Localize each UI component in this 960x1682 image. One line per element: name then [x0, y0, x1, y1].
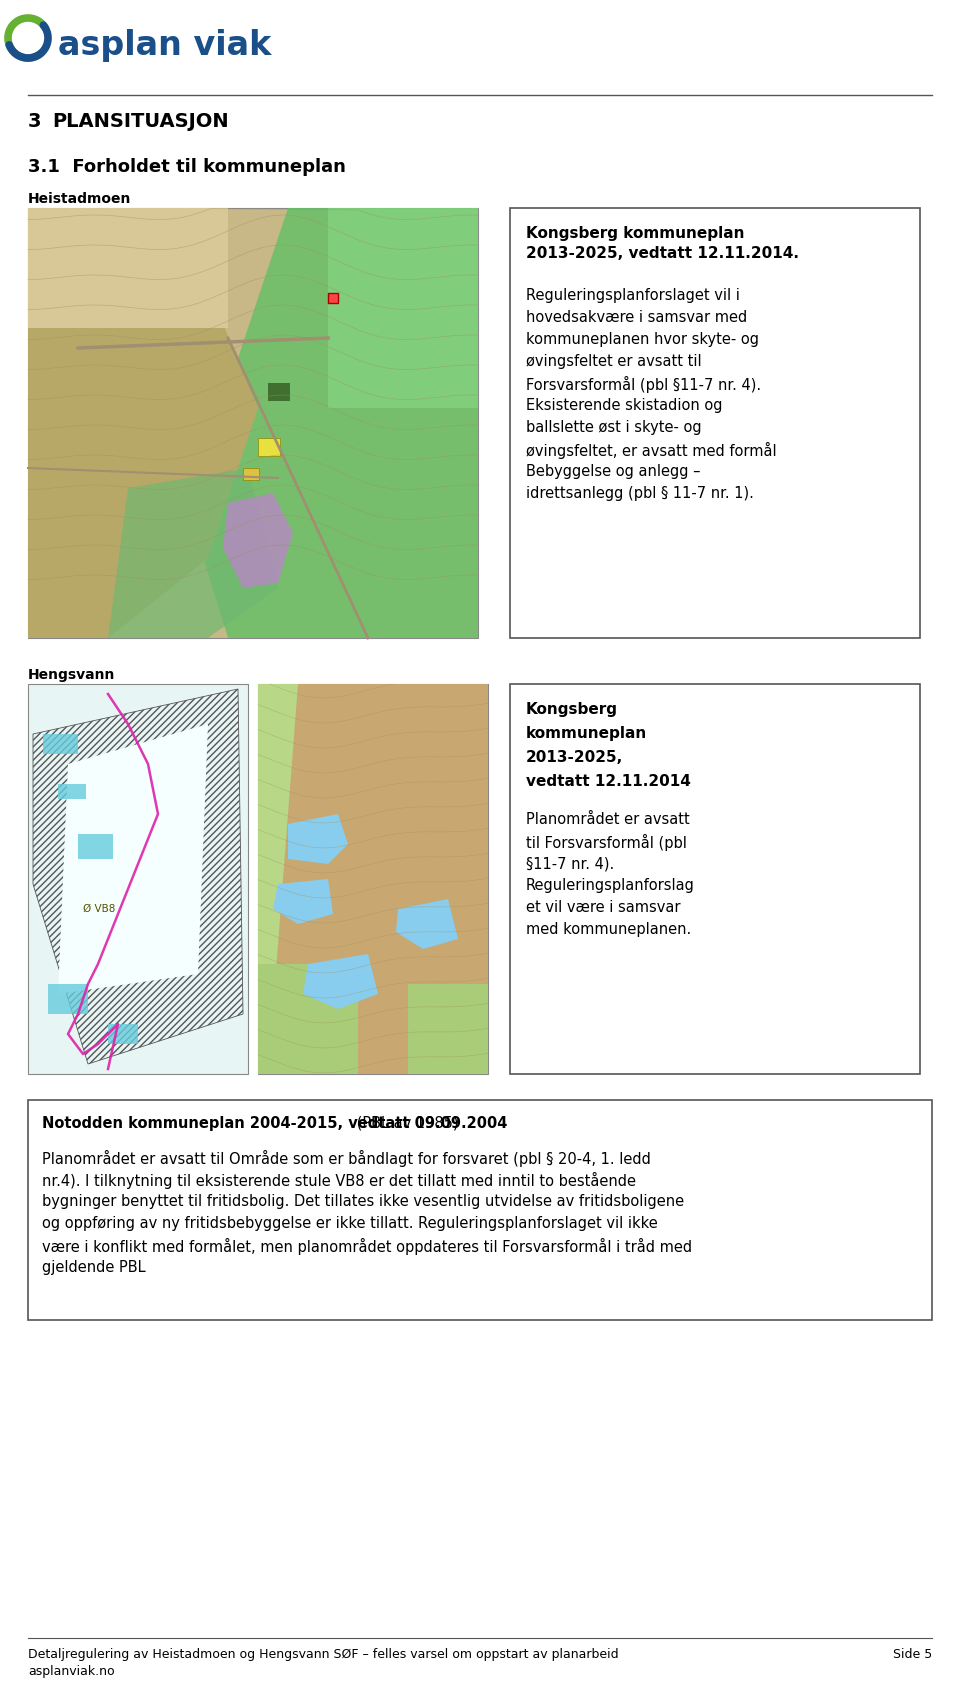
Text: øvingsfeltet, er avsatt med formål: øvingsfeltet, er avsatt med formål: [526, 442, 777, 459]
FancyBboxPatch shape: [328, 209, 478, 409]
Polygon shape: [28, 288, 258, 637]
FancyBboxPatch shape: [28, 1100, 932, 1320]
Text: Bebyggelse og anlegg –: Bebyggelse og anlegg –: [526, 464, 701, 479]
Text: Forsvarsformål (pbl §11-7 nr. 4).: Forsvarsformål (pbl §11-7 nr. 4).: [526, 377, 761, 394]
Text: Planområdet er avsatt til Område som er båndlagt for forsvaret (pbl § 20-4, 1. l: Planområdet er avsatt til Område som er …: [42, 1150, 651, 1167]
Text: med kommuneplanen.: med kommuneplanen.: [526, 922, 691, 937]
FancyBboxPatch shape: [258, 685, 488, 1075]
FancyBboxPatch shape: [58, 784, 86, 799]
Text: Side 5: Side 5: [893, 1648, 932, 1662]
Text: være i konflikt med formålet, men planområdet oppdateres til Forsvarsformål i tr: være i konflikt med formålet, men planom…: [42, 1238, 692, 1255]
Text: og oppføring av ny fritidsbebyggelse er ikke tillatt. Reguleringsplanforslaget v: og oppføring av ny fritidsbebyggelse er …: [42, 1216, 658, 1231]
Text: Kongsberg kommuneplan: Kongsberg kommuneplan: [526, 225, 745, 241]
Text: (PBL av 1985): (PBL av 1985): [352, 1115, 459, 1130]
Text: Kongsberg: Kongsberg: [526, 701, 618, 717]
FancyBboxPatch shape: [28, 209, 228, 328]
Text: Detaljregulering av Heistadmoen og Hengsvann SØF – felles varsel om oppstart av : Detaljregulering av Heistadmoen og Hengs…: [28, 1648, 618, 1662]
FancyBboxPatch shape: [28, 685, 248, 1075]
FancyBboxPatch shape: [268, 383, 290, 400]
Text: Reguleringsplanforslaget vil i: Reguleringsplanforslaget vil i: [526, 288, 740, 303]
FancyBboxPatch shape: [258, 437, 280, 456]
Polygon shape: [303, 954, 378, 1009]
Polygon shape: [223, 493, 293, 589]
FancyBboxPatch shape: [48, 984, 88, 1014]
FancyBboxPatch shape: [108, 1024, 138, 1045]
FancyBboxPatch shape: [78, 834, 113, 860]
Text: idrettsanlegg (pbl § 11-7 nr. 1).: idrettsanlegg (pbl § 11-7 nr. 1).: [526, 486, 754, 501]
Text: asplan viak: asplan viak: [58, 29, 272, 62]
FancyBboxPatch shape: [28, 209, 478, 637]
Text: Planområdet er avsatt: Planområdet er avsatt: [526, 812, 689, 828]
Text: 3: 3: [28, 113, 41, 131]
Polygon shape: [288, 814, 348, 865]
FancyBboxPatch shape: [243, 468, 259, 479]
Polygon shape: [108, 468, 278, 637]
FancyBboxPatch shape: [510, 209, 920, 637]
Text: 3.1  Forholdet til kommuneplan: 3.1 Forholdet til kommuneplan: [28, 158, 346, 177]
FancyBboxPatch shape: [510, 685, 920, 1075]
Text: 2013-2025, vedtatt 12.11.2014.: 2013-2025, vedtatt 12.11.2014.: [526, 246, 799, 261]
Text: Notodden kommuneplan 2004-2015, vedtatt 09.09.2004: Notodden kommuneplan 2004-2015, vedtatt …: [42, 1115, 508, 1130]
Polygon shape: [188, 209, 478, 637]
FancyBboxPatch shape: [43, 733, 78, 754]
Text: Heistadmoen: Heistadmoen: [28, 192, 132, 205]
Polygon shape: [58, 723, 208, 994]
Text: Hengsvann: Hengsvann: [28, 668, 115, 681]
Polygon shape: [396, 898, 458, 949]
Text: nr.4). I tilknytning til eksisterende stule VB8 er det tillatt med inntil to bes: nr.4). I tilknytning til eksisterende st…: [42, 1172, 636, 1189]
Polygon shape: [273, 880, 333, 923]
FancyBboxPatch shape: [258, 685, 488, 1075]
Text: gjeldende PBL: gjeldende PBL: [42, 1260, 146, 1275]
Text: øvingsfeltet er avsatt til: øvingsfeltet er avsatt til: [526, 353, 702, 368]
Text: vedtatt 12.11.2014: vedtatt 12.11.2014: [526, 774, 691, 789]
Text: 2013-2025,: 2013-2025,: [526, 750, 623, 765]
Text: Ø VB8: Ø VB8: [83, 903, 115, 913]
Polygon shape: [268, 685, 488, 1075]
Text: ballslette øst i skyte- og: ballslette øst i skyte- og: [526, 420, 702, 436]
Text: kommuneplanen hvor skyte- og: kommuneplanen hvor skyte- og: [526, 331, 759, 346]
Text: et vil være i samsvar: et vil være i samsvar: [526, 900, 681, 915]
Text: kommuneplan: kommuneplan: [526, 727, 647, 742]
Text: §11-7 nr. 4).: §11-7 nr. 4).: [526, 856, 614, 871]
Text: hovedsakvære i samsvar med: hovedsakvære i samsvar med: [526, 309, 747, 325]
Text: PLANSITUASJON: PLANSITUASJON: [52, 113, 228, 131]
Text: Reguleringsplanforslag: Reguleringsplanforslag: [526, 878, 695, 893]
FancyBboxPatch shape: [258, 964, 358, 1075]
FancyBboxPatch shape: [408, 984, 488, 1075]
Text: til Forsvarsformål (pbl: til Forsvarsformål (pbl: [526, 834, 686, 851]
Text: asplanviak.no: asplanviak.no: [28, 1665, 114, 1679]
Text: Eksisterende skistadion og: Eksisterende skistadion og: [526, 399, 723, 414]
Text: bygninger benyttet til fritidsbolig. Det tillates ikke vesentlig utvidelse av fr: bygninger benyttet til fritidsbolig. Det…: [42, 1194, 684, 1209]
